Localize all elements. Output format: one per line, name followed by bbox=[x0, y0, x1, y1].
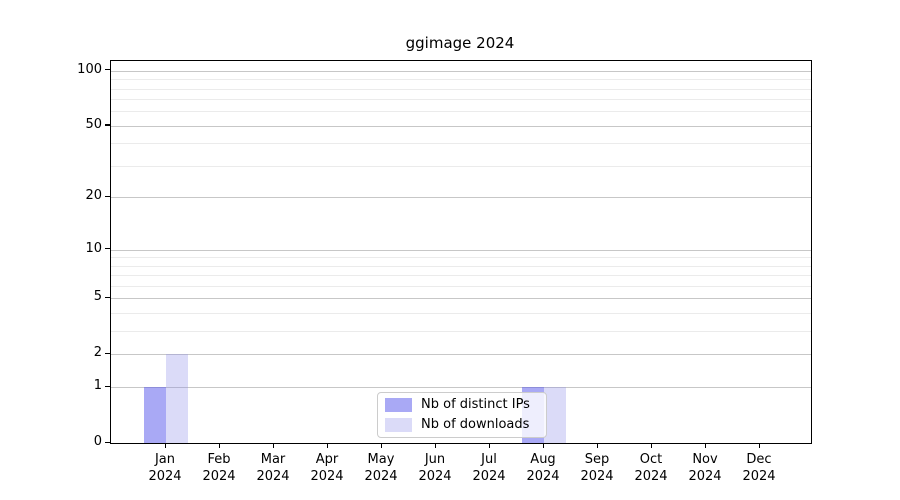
x-tick-label-line: 2024 bbox=[580, 469, 614, 484]
x-tick-label: Feb 2024 bbox=[191, 451, 247, 485]
x-tick-mark bbox=[272, 443, 274, 448]
y-tick-mark bbox=[105, 352, 110, 355]
x-tick-mark bbox=[542, 443, 544, 448]
x-tick-label: Dec 2024 bbox=[731, 451, 787, 485]
bar-distinct-ips bbox=[144, 387, 166, 443]
x-tick-label: May 2024 bbox=[353, 451, 409, 485]
gridline-minor bbox=[111, 331, 811, 333]
x-tick-label-line: 2024 bbox=[742, 469, 776, 484]
legend-item: Nb of distinct IPs bbox=[385, 397, 539, 413]
gridline-minor bbox=[111, 286, 811, 288]
gridline-minor bbox=[111, 313, 811, 315]
x-tick-label-line: Feb bbox=[207, 452, 231, 467]
y-tick-mark bbox=[105, 296, 110, 299]
y-tick-label: 2 bbox=[93, 345, 102, 361]
x-tick-mark bbox=[434, 443, 436, 448]
y-tick-label: 5 bbox=[93, 289, 102, 305]
y-tick-mark bbox=[105, 385, 110, 387]
x-tick-label-line: Apr bbox=[315, 452, 339, 467]
bar-downloads bbox=[166, 354, 188, 443]
gridline-major bbox=[111, 354, 811, 356]
chart-title: ggimage 2024 bbox=[405, 34, 515, 52]
x-tick-label-line: 2024 bbox=[526, 469, 560, 484]
x-tick-label-line: 2024 bbox=[688, 469, 722, 484]
x-tick-label-line: 2024 bbox=[634, 469, 668, 484]
y-tick-label: 20 bbox=[85, 188, 102, 204]
x-tick-label-line: Jun bbox=[424, 452, 446, 467]
x-tick-mark bbox=[218, 443, 220, 448]
gridline-minor bbox=[111, 257, 811, 259]
y-tick-mark bbox=[105, 441, 110, 443]
gridline-minor bbox=[111, 166, 811, 168]
gridline-major bbox=[111, 70, 811, 72]
x-tick-label: Sep 2024 bbox=[569, 451, 625, 485]
x-tick-label-line: 2024 bbox=[472, 469, 506, 484]
x-tick-mark bbox=[380, 443, 382, 448]
gridline-minor bbox=[111, 111, 811, 113]
y-tick-label: 0 bbox=[93, 434, 102, 449]
gridline-minor bbox=[111, 99, 811, 101]
x-tick-label: Jun 2024 bbox=[407, 451, 463, 485]
x-tick-label-line: Sep bbox=[584, 452, 610, 467]
x-tick-mark bbox=[164, 443, 166, 448]
x-tick-label-line: Dec bbox=[746, 452, 772, 467]
x-tick-label-line: 2024 bbox=[148, 469, 182, 484]
x-tick-label: Mar 2024 bbox=[245, 451, 301, 485]
y-tick-label: 100 bbox=[77, 61, 102, 77]
legend-label: Nb of distinct IPs bbox=[421, 397, 530, 412]
plot-area bbox=[110, 60, 812, 444]
gridline-minor bbox=[111, 275, 811, 277]
gridline-major bbox=[111, 387, 811, 389]
legend-item: Nb of downloads bbox=[385, 417, 539, 433]
x-tick-label: Jul 2024 bbox=[461, 451, 517, 485]
legend-swatch-distinct-ips bbox=[385, 398, 412, 412]
x-tick-mark bbox=[596, 443, 598, 448]
x-tick-label-line: Nov bbox=[692, 452, 718, 467]
legend: Nb of distinct IPs Nb of downloads bbox=[377, 392, 547, 438]
gridline-major bbox=[111, 298, 811, 300]
x-tick-label-line: 2024 bbox=[310, 469, 344, 484]
gridline-major bbox=[111, 197, 811, 199]
x-tick-label-line: May bbox=[367, 452, 395, 467]
x-tick-label-line: 2024 bbox=[418, 469, 452, 484]
x-tick-mark bbox=[704, 443, 706, 448]
y-tick-mark bbox=[105, 69, 110, 71]
x-tick-label-line: 2024 bbox=[256, 469, 290, 484]
legend-label: Nb of downloads bbox=[421, 417, 530, 432]
gridline-major bbox=[111, 125, 811, 127]
legend-swatch-downloads bbox=[385, 418, 412, 432]
x-tick-label-line: 2024 bbox=[364, 469, 398, 484]
x-tick-label: Jan 2024 bbox=[137, 451, 193, 485]
bar-downloads bbox=[544, 387, 566, 443]
gridline-minor bbox=[111, 88, 811, 90]
x-tick-label: Aug 2024 bbox=[515, 451, 571, 485]
y-tick-mark bbox=[105, 124, 110, 126]
y-tick-mark bbox=[105, 248, 110, 250]
x-tick-label-line: 2024 bbox=[202, 469, 236, 484]
y-tick-mark bbox=[105, 195, 110, 198]
x-tick-label-line: Jan bbox=[154, 452, 176, 467]
x-tick-label: Apr 2024 bbox=[299, 451, 355, 485]
x-tick-label-line: Jul bbox=[481, 452, 497, 467]
y-tick-label: 10 bbox=[85, 240, 102, 256]
x-tick-mark bbox=[758, 443, 760, 448]
x-tick-label: Oct 2024 bbox=[623, 451, 679, 485]
gridline-minor bbox=[111, 143, 811, 145]
x-tick-label: Nov 2024 bbox=[677, 451, 733, 485]
y-tick-label: 50 bbox=[85, 116, 102, 132]
x-tick-label-line: Mar bbox=[260, 452, 286, 467]
y-tick-label: 1 bbox=[93, 378, 102, 394]
gridline-major bbox=[111, 249, 811, 251]
x-tick-mark bbox=[650, 443, 652, 448]
x-tick-mark bbox=[488, 443, 490, 448]
gridline-minor bbox=[111, 79, 811, 81]
x-tick-label-line: Aug bbox=[530, 452, 556, 467]
x-tick-mark bbox=[326, 443, 328, 448]
gridline-minor bbox=[111, 265, 811, 267]
x-tick-label-line: Oct bbox=[639, 452, 663, 467]
